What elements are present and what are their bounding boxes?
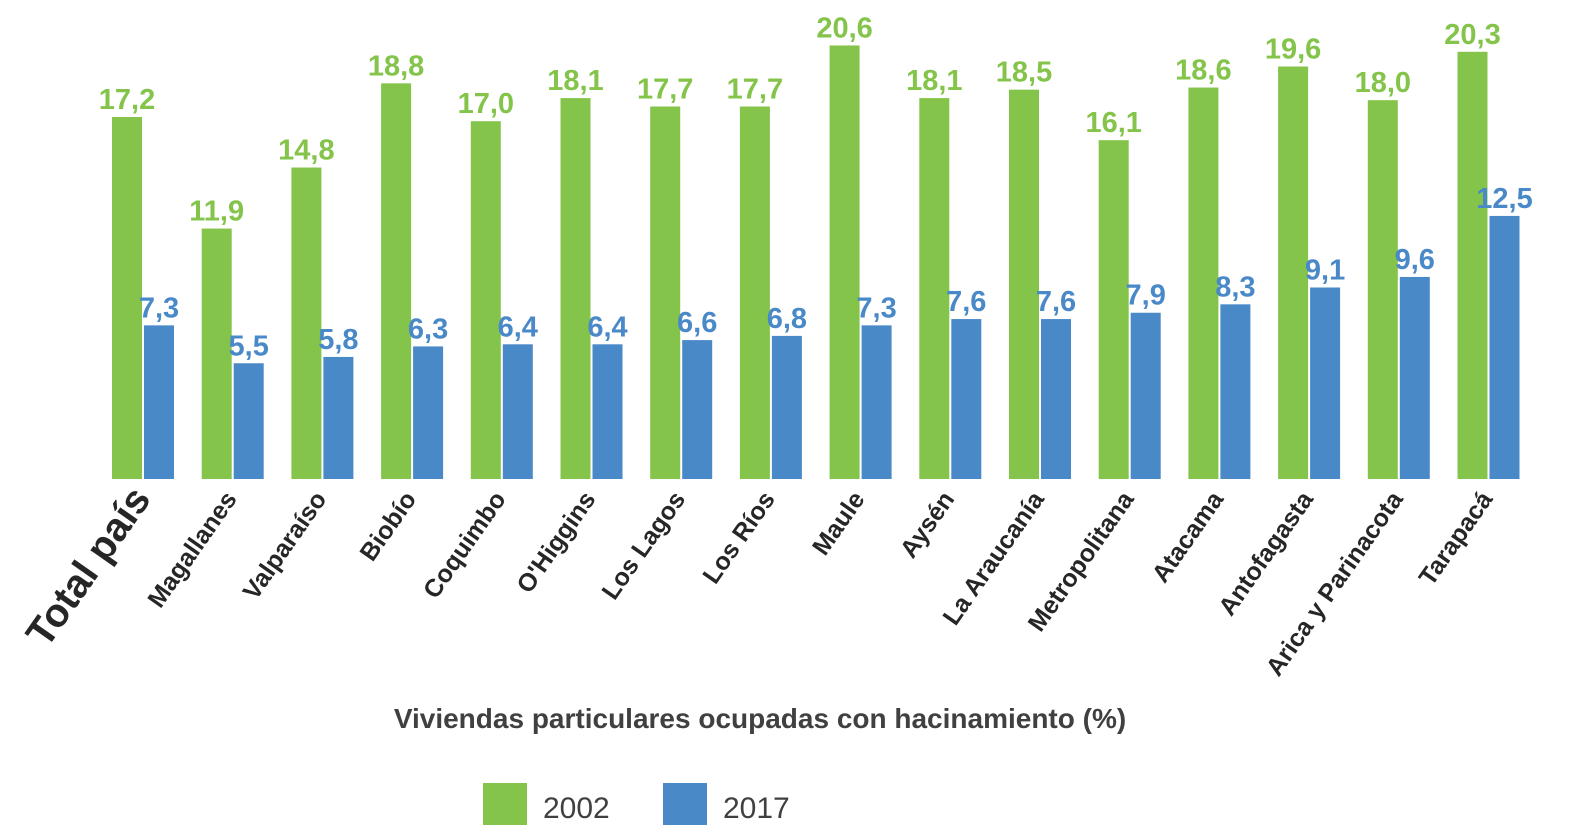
value-label: 18,0: [1355, 67, 1411, 99]
value-label: 6,6: [677, 307, 717, 339]
legend-label: 2017: [723, 792, 790, 825]
bar: [1220, 304, 1251, 479]
bar: [1457, 51, 1488, 479]
bar: [1489, 215, 1520, 479]
value-label: 7,6: [946, 286, 986, 318]
bar: [233, 363, 264, 479]
value-label: 18,6: [1175, 55, 1231, 87]
bar: [381, 83, 412, 479]
value-label: 18,1: [906, 65, 962, 97]
bar: [682, 340, 713, 479]
value-label: 14,8: [278, 135, 334, 167]
value-label: 11,9: [189, 196, 244, 228]
bar: [291, 167, 322, 479]
bar: [1041, 319, 1071, 479]
bar: [739, 106, 770, 479]
x-tick-label: Aysén: [895, 486, 960, 563]
legend-label: 2002: [543, 792, 610, 825]
bar: [323, 356, 354, 479]
x-tick-label: Antofagasta: [1213, 485, 1319, 620]
value-label: 16,1: [1085, 107, 1141, 139]
x-tick-label: Los Lagos: [596, 486, 691, 604]
value-label: 18,8: [368, 50, 424, 82]
bar: [771, 335, 802, 479]
x-tick-label: Atacama: [1147, 485, 1230, 587]
value-label: 17,7: [637, 73, 693, 105]
legend-swatch: [663, 783, 707, 825]
value-label: 6,4: [587, 311, 627, 343]
value-label: 18,1: [547, 65, 603, 97]
bar: [1188, 87, 1219, 480]
value-label: 18,5: [996, 57, 1052, 89]
value-label: 9,1: [1305, 254, 1345, 286]
value-label: 12,5: [1476, 183, 1532, 215]
bar: [560, 98, 591, 479]
legend-swatch: [483, 783, 527, 825]
bar: [592, 344, 623, 479]
value-label: 7,6: [1036, 286, 1076, 318]
value-label: 5,5: [229, 330, 269, 362]
value-label: 7,9: [1126, 280, 1166, 312]
value-label: 17,7: [727, 73, 783, 105]
bar: [951, 319, 982, 479]
value-label: 17,2: [99, 84, 155, 116]
bar: [1130, 312, 1161, 479]
x-tick-label: Valparaíso: [238, 486, 333, 605]
bar: [470, 121, 501, 480]
bar: [861, 325, 892, 479]
value-label: 20,3: [1444, 19, 1500, 51]
bar: [1399, 276, 1430, 479]
x-axis-title: Viviendas particulares ocupadas con haci…: [394, 703, 1126, 734]
x-tick-label: Coquimbo: [418, 486, 512, 603]
bar: [650, 106, 681, 479]
value-label: 8,3: [1215, 271, 1255, 303]
bar: [413, 346, 444, 479]
value-label: 7,3: [856, 292, 896, 324]
value-label: 6,8: [767, 303, 807, 335]
x-tick-label: Tarapacá: [1414, 486, 1499, 591]
bar: [112, 117, 142, 479]
bar: [1310, 287, 1341, 479]
value-label: 17,0: [458, 88, 514, 120]
bar: [829, 45, 860, 480]
bar: [1278, 66, 1309, 479]
x-tick-label: Biobío: [354, 486, 422, 566]
bar: [1098, 140, 1129, 479]
bar: [1367, 100, 1398, 479]
value-label: 7,3: [139, 292, 179, 324]
bar: [502, 344, 533, 479]
bar: [144, 325, 174, 479]
value-label: 20,6: [816, 12, 872, 44]
x-tick-label: Los Ríos: [697, 486, 780, 589]
x-tick-label: Total país: [18, 479, 159, 655]
x-tick-label: Maule: [807, 486, 871, 560]
bar: [201, 228, 232, 479]
bar: [1009, 89, 1039, 479]
value-label: 5,8: [318, 324, 358, 356]
value-label: 19,6: [1265, 34, 1321, 66]
value-label: 9,6: [1395, 244, 1435, 276]
value-label: 6,4: [498, 311, 538, 343]
value-label: 6,3: [408, 313, 448, 345]
bar: [919, 98, 950, 479]
x-tick-label: O'Higgins: [511, 486, 601, 598]
